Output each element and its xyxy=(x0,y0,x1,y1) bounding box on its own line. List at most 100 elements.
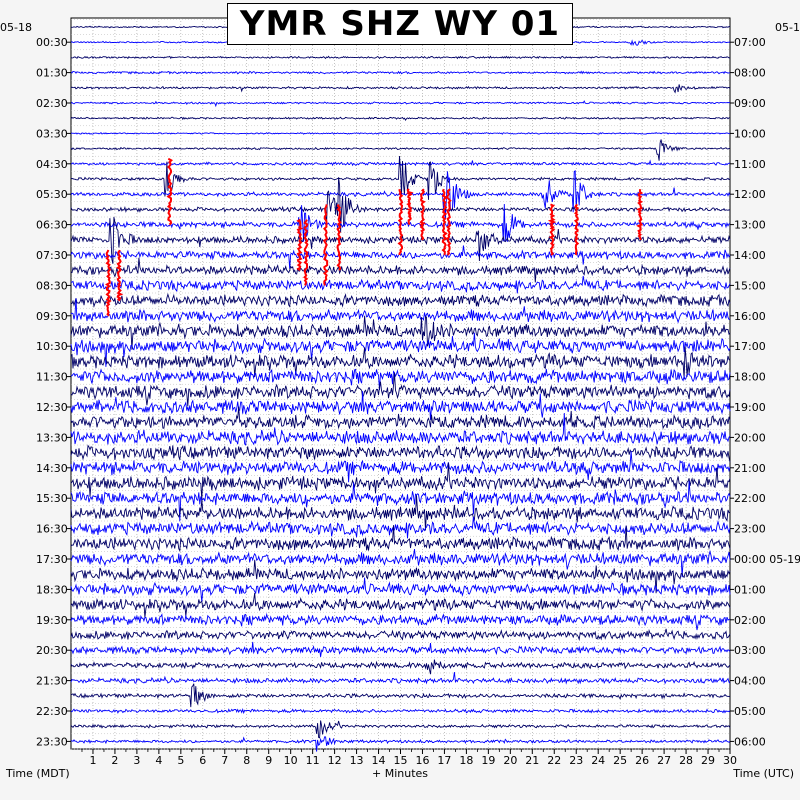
clipped-trace xyxy=(303,219,310,286)
trace-row xyxy=(70,116,730,121)
trace-row xyxy=(70,70,730,75)
trace-row xyxy=(70,155,731,200)
left-time-label: 12:30 xyxy=(36,401,68,414)
chart-title: YMR SHZ WY 01 xyxy=(227,3,573,45)
clipped-trace xyxy=(166,157,173,226)
left-time-label: 10:30 xyxy=(36,340,68,353)
x-tick-label: 15 xyxy=(394,754,408,767)
trace-row xyxy=(70,592,731,618)
trace-row xyxy=(70,444,731,463)
left-time-label: 06:30 xyxy=(36,219,68,232)
x-tick-label: 9 xyxy=(265,754,272,767)
right-time-label: 20:00 xyxy=(734,431,766,444)
right-time-label: 22:00 xyxy=(734,492,766,505)
x-tick-label: 22 xyxy=(547,754,561,767)
right-time-label: 00:00 05-19 xyxy=(734,553,800,566)
trace-row xyxy=(70,412,731,446)
x-tick-label: 26 xyxy=(635,754,649,767)
trace-row xyxy=(70,346,731,379)
right-time-label: 23:00 xyxy=(734,523,766,536)
x-tick-label: 25 xyxy=(613,754,627,767)
x-tick-label: 12 xyxy=(328,754,342,767)
trace-row xyxy=(70,298,731,324)
trace-row xyxy=(70,683,731,708)
right-date-label: 05-1 xyxy=(775,21,800,34)
left-time-label: 05:30 xyxy=(36,188,68,201)
x-tick-label: 5 xyxy=(177,754,184,767)
x-tick-label: 24 xyxy=(591,754,605,767)
x-tick-label: 13 xyxy=(350,754,364,767)
x-tick-label: 11 xyxy=(306,754,320,767)
x-tick-label: 10 xyxy=(284,754,298,767)
clipped-trace xyxy=(397,189,404,256)
x-tick-label: 14 xyxy=(372,754,386,767)
right-time-label: 04:00 xyxy=(734,675,766,688)
left-time-label: 11:30 xyxy=(36,371,68,384)
trace-row xyxy=(70,131,731,135)
clipped-events xyxy=(105,157,644,317)
trace-row xyxy=(70,495,731,531)
clipped-trace xyxy=(446,188,452,256)
left-time-label: 21:30 xyxy=(36,675,68,688)
clipped-trace xyxy=(547,203,557,256)
trace-row xyxy=(70,315,731,350)
x-tick-label: 6 xyxy=(199,754,206,767)
x-axis-label: + Minutes xyxy=(372,767,428,780)
left-date-label: 05-18 xyxy=(0,21,32,34)
trace-row xyxy=(70,257,731,283)
axis-ticks: 1 2 3 4 5 6 7 8 9 10 11 12 13 14 15 16 17 18 19 20 21 22 23 24 2… xyxy=(36,36,800,767)
trace-row xyxy=(70,462,731,501)
left-time-label: 03:30 xyxy=(36,127,68,140)
trace-row xyxy=(70,628,731,642)
trace-row xyxy=(70,55,731,60)
left-time-label: 13:30 xyxy=(36,431,68,444)
left-time-label: 08:30 xyxy=(36,279,68,292)
trace-row xyxy=(70,612,731,631)
right-time-label: 08:00 xyxy=(734,67,766,80)
trace-row xyxy=(70,245,731,269)
clipped-trace xyxy=(336,203,342,271)
right-time-label: 18:00 xyxy=(734,371,766,384)
x-tick-label: 2 xyxy=(111,754,118,767)
trace-row xyxy=(70,708,731,715)
right-time-label: 16:00 xyxy=(734,310,766,323)
right-time-label: 06:00 xyxy=(734,735,766,748)
grid xyxy=(71,18,730,750)
right-time-label: 12:00 xyxy=(734,188,766,201)
left-time-label: 16:30 xyxy=(36,523,68,536)
left-time-label: 09:30 xyxy=(36,310,68,323)
clipped-trace xyxy=(322,204,329,286)
clipped-trace xyxy=(105,249,112,317)
right-time-label: 17:00 xyxy=(734,340,766,353)
right-time-label: 14:00 xyxy=(734,249,766,262)
right-time-label: 01:00 xyxy=(734,583,766,596)
trace-row xyxy=(70,372,731,407)
right-axis-label: Time (UTC) xyxy=(732,767,794,780)
trace-row xyxy=(70,549,731,578)
trace-row xyxy=(70,671,731,685)
x-tick-label: 3 xyxy=(133,754,140,767)
left-time-label: 01:30 xyxy=(36,67,68,80)
right-time-label: 13:00 xyxy=(734,219,766,232)
trace-row xyxy=(70,139,731,161)
trace-row xyxy=(70,659,731,675)
left-time-label: 15:30 xyxy=(36,492,68,505)
left-time-label: 17:30 xyxy=(36,553,68,566)
left-time-label: 20:30 xyxy=(36,644,68,657)
clipped-trace xyxy=(573,203,580,256)
trace-row xyxy=(70,391,731,420)
trace-row xyxy=(70,516,731,539)
trace-row xyxy=(70,451,731,483)
left-time-label: 00:30 xyxy=(36,36,68,49)
left-time-label: 18:30 xyxy=(36,583,68,596)
left-time-label: 19:30 xyxy=(36,614,68,627)
x-tick-label: 21 xyxy=(525,754,539,767)
trace-row xyxy=(70,736,731,752)
x-tick-label: 30 xyxy=(723,754,737,767)
trace-row xyxy=(70,332,731,367)
left-time-label: 02:30 xyxy=(36,97,68,110)
right-time-label: 07:00 xyxy=(734,36,766,49)
left-axis-label: Time (MDT) xyxy=(5,767,70,780)
